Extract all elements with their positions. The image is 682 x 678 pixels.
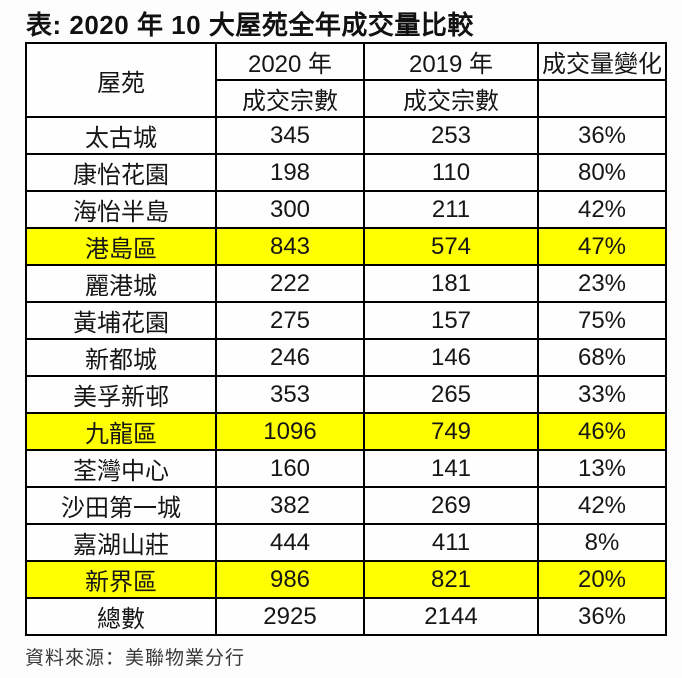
- subheader-change-empty: [537, 79, 667, 118]
- change-cell: 42%: [537, 190, 667, 229]
- change-cell: 13%: [537, 449, 667, 488]
- count-2019-cell: 2144: [363, 597, 539, 636]
- count-2019-cell: 411: [363, 523, 539, 562]
- count-2019-cell: 821: [363, 560, 539, 599]
- change-cell: 68%: [537, 338, 667, 377]
- count-2020-cell: 300: [215, 190, 365, 229]
- count-2019-cell: 181: [363, 264, 539, 303]
- count-2020-cell: 444: [215, 523, 365, 562]
- estate-name-cell: 港島區: [25, 227, 217, 266]
- estate-name-cell: 美孚新邨: [25, 375, 217, 414]
- count-2020-cell: 353: [215, 375, 365, 414]
- count-2020-cell: 986: [215, 560, 365, 599]
- count-2020-cell: 198: [215, 153, 365, 192]
- count-2019-cell: 157: [363, 301, 539, 340]
- header-row-years: 屋苑 2020 年 2019 年 成交量變化: [25, 42, 667, 118]
- count-2019-cell: 269: [363, 486, 539, 525]
- estate-name-cell: 總數: [25, 597, 217, 636]
- count-2020-cell: 275: [215, 301, 365, 340]
- count-2020-cell: 2925: [215, 597, 365, 636]
- table-row: 新界區 986 821 20%: [25, 560, 667, 599]
- estate-name-cell: 康怡花園: [25, 153, 217, 192]
- change-cell: 33%: [537, 375, 667, 414]
- table-row: 嘉湖山莊 444 411 8%: [25, 523, 667, 562]
- estates-comparison-table: 屋苑 2020 年 2019 年 成交量變化 成交宗數 成交宗數 太古城 345…: [25, 42, 667, 636]
- count-2019-cell: 749: [363, 412, 539, 451]
- column-header-2019: 2019 年: [363, 42, 539, 81]
- count-2020-cell: 160: [215, 449, 365, 488]
- column-header-estate: 屋苑: [25, 42, 217, 118]
- change-cell: 80%: [537, 153, 667, 192]
- estate-name-cell: 麗港城: [25, 264, 217, 303]
- change-cell: 23%: [537, 264, 667, 303]
- estate-name-cell: 新界區: [25, 560, 217, 599]
- change-cell: 42%: [537, 486, 667, 525]
- data-source-caption: 資料來源：美聯物業分行: [25, 648, 246, 669]
- column-header-2020: 2020 年: [215, 42, 365, 81]
- estate-name-cell: 海怡半島: [25, 190, 217, 229]
- estate-name-cell: 嘉湖山莊: [25, 523, 217, 562]
- count-2019-cell: 146: [363, 338, 539, 377]
- page-title: 表: 2020 年 10 大屋苑全年成交量比較: [26, 10, 474, 40]
- change-cell: 36%: [537, 597, 667, 636]
- count-2020-cell: 1096: [215, 412, 365, 451]
- estate-name-cell: 沙田第一城: [25, 486, 217, 525]
- count-2019-cell: 253: [363, 116, 539, 155]
- column-header-change: 成交量變化: [537, 42, 667, 81]
- change-cell: 20%: [537, 560, 667, 599]
- count-2020-cell: 246: [215, 338, 365, 377]
- table-row: 九龍區 1096 749 46%: [25, 412, 667, 451]
- estate-name-cell: 荃灣中心: [25, 449, 217, 488]
- count-2019-cell: 265: [363, 375, 539, 414]
- change-cell: 75%: [537, 301, 667, 340]
- count-2020-cell: 382: [215, 486, 365, 525]
- table-row: 太古城 345 253 36%: [25, 116, 667, 155]
- header-row-sub: 成交宗數 成交宗數: [26, 79, 667, 118]
- change-cell: 36%: [537, 116, 667, 155]
- estate-name-cell: 新都城: [25, 338, 217, 377]
- change-cell: 46%: [537, 412, 667, 451]
- estate-name-cell: 黃埔花園: [25, 301, 217, 340]
- count-2019-cell: 574: [363, 227, 539, 266]
- change-cell: 47%: [537, 227, 667, 266]
- change-cell: 8%: [537, 523, 667, 562]
- table-row: 新都城 246 146 68%: [25, 338, 667, 377]
- subheader-2019-count: 成交宗數: [363, 79, 539, 118]
- count-2019-cell: 211: [363, 190, 539, 229]
- estate-name-cell: 太古城: [25, 116, 217, 155]
- table-row: 麗港城 222 181 23%: [25, 264, 667, 303]
- estate-name-cell: 九龍區: [25, 412, 217, 451]
- table-row: 港島區 843 574 47%: [25, 227, 667, 266]
- count-2019-cell: 110: [363, 153, 539, 192]
- table-row: 總數 2925 2144 36%: [25, 597, 667, 636]
- subheader-2020-count: 成交宗數: [215, 79, 365, 118]
- table-row: 沙田第一城 382 269 42%: [25, 486, 667, 525]
- table-row: 黃埔花園 275 157 75%: [25, 301, 667, 340]
- count-2019-cell: 141: [363, 449, 539, 488]
- table-row: 海怡半島 300 211 42%: [25, 190, 667, 229]
- table-row: 美孚新邨 353 265 33%: [25, 375, 667, 414]
- count-2020-cell: 345: [215, 116, 365, 155]
- count-2020-cell: 222: [215, 264, 365, 303]
- table-row: 荃灣中心 160 141 13%: [25, 449, 667, 488]
- count-2020-cell: 843: [215, 227, 365, 266]
- table-row: 康怡花園 198 110 80%: [25, 153, 667, 192]
- table-body: 太古城 345 253 36% 康怡花園 198 110 80% 海怡半島 30…: [25, 116, 667, 636]
